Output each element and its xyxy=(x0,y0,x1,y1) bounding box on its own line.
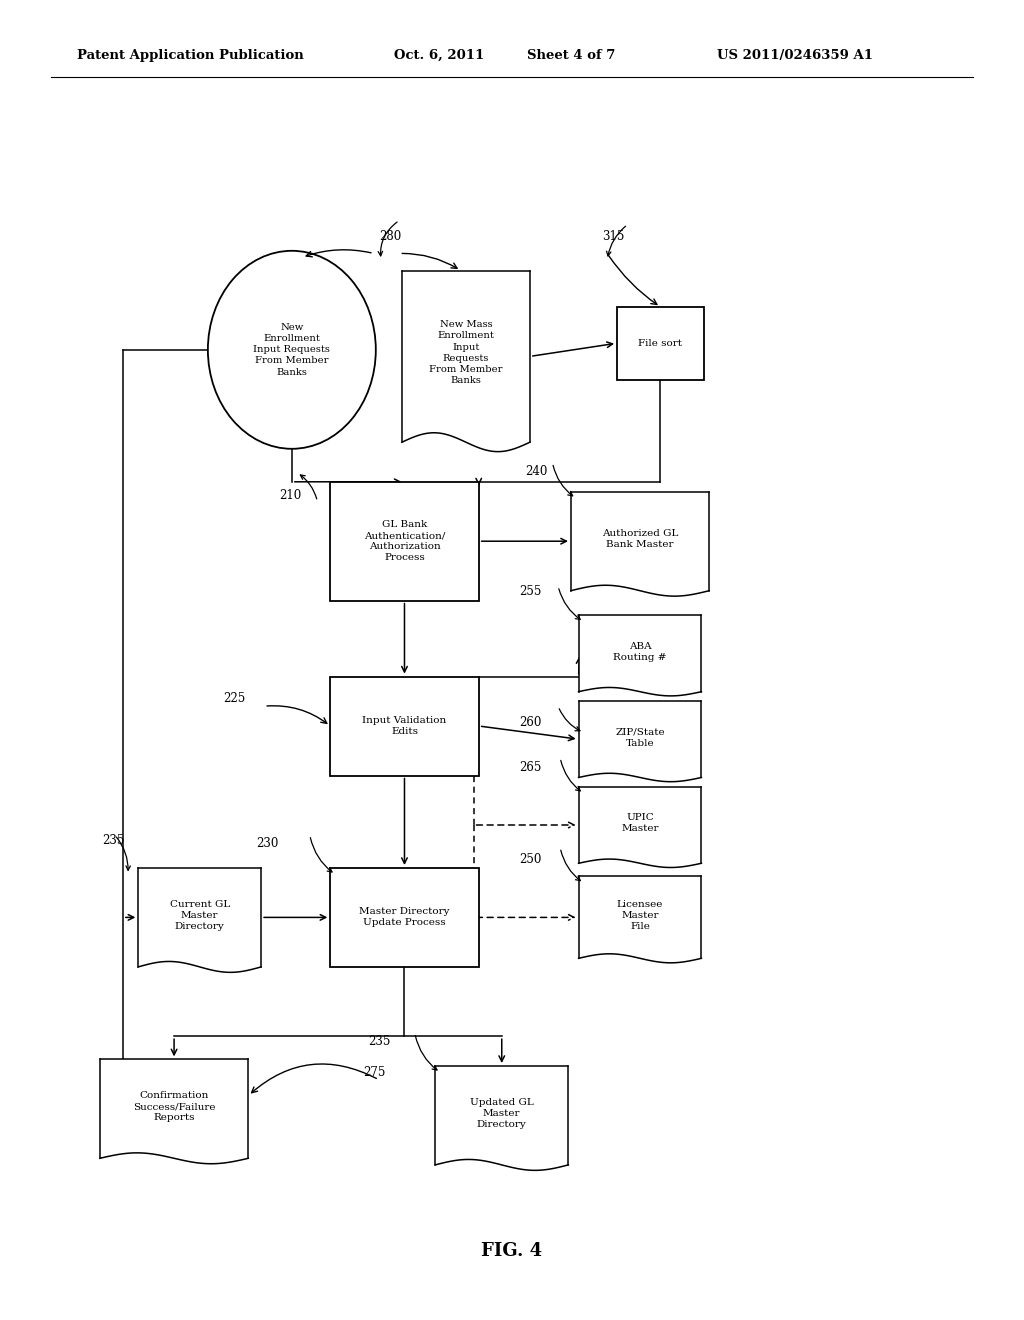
Text: New
Enrollment
Input Requests
From Member
Banks: New Enrollment Input Requests From Membe… xyxy=(253,323,331,376)
Bar xyxy=(579,787,701,863)
Text: Current GL
Master
Directory: Current GL Master Directory xyxy=(170,900,229,931)
Text: 230: 230 xyxy=(256,837,279,850)
Text: 250: 250 xyxy=(519,853,542,866)
Text: Updated GL
Master
Directory: Updated GL Master Directory xyxy=(470,1098,534,1129)
Text: UPIC
Master: UPIC Master xyxy=(622,813,658,833)
Text: Input Validation
Edits: Input Validation Edits xyxy=(362,715,446,737)
Text: 255: 255 xyxy=(519,585,542,598)
Text: 280: 280 xyxy=(379,230,401,243)
Text: ZIP/State
Table: ZIP/State Table xyxy=(615,727,665,747)
Bar xyxy=(330,676,479,776)
Bar xyxy=(330,482,479,601)
Text: US 2011/0246359 A1: US 2011/0246359 A1 xyxy=(717,49,872,62)
Text: Authorized GL
Bank Master: Authorized GL Bank Master xyxy=(602,529,678,549)
Text: 225: 225 xyxy=(223,692,246,705)
Text: Oct. 6, 2011: Oct. 6, 2011 xyxy=(394,49,484,62)
Bar xyxy=(435,1067,568,1166)
Text: GL Bank
Authentication/
Authorization
Process: GL Bank Authentication/ Authorization Pr… xyxy=(364,520,445,562)
Text: Sheet 4 of 7: Sheet 4 of 7 xyxy=(527,49,615,62)
Text: 210: 210 xyxy=(280,488,302,502)
Text: 240: 240 xyxy=(524,465,547,478)
Bar xyxy=(100,1059,248,1159)
Bar xyxy=(571,492,709,591)
Text: Licensee
Master
File: Licensee Master File xyxy=(616,900,664,931)
Bar xyxy=(616,306,705,380)
Text: Master Directory
Update Process: Master Directory Update Process xyxy=(359,907,450,928)
Text: Confirmation
Success/Failure
Reports: Confirmation Success/Failure Reports xyxy=(133,1092,215,1122)
Text: File sort: File sort xyxy=(639,339,682,347)
Bar xyxy=(579,876,701,958)
Bar xyxy=(401,271,530,442)
Text: 315: 315 xyxy=(602,230,625,243)
Text: FIG. 4: FIG. 4 xyxy=(481,1242,543,1261)
Ellipse shape xyxy=(208,251,376,449)
Bar xyxy=(138,869,261,966)
Text: Patent Application Publication: Patent Application Publication xyxy=(77,49,303,62)
Text: 235: 235 xyxy=(102,834,125,847)
Bar xyxy=(579,615,701,692)
Text: 265: 265 xyxy=(519,760,542,774)
Bar xyxy=(330,869,479,966)
Bar xyxy=(579,701,701,777)
Text: New Mass
Enrollment
Input
Requests
From Member
Banks: New Mass Enrollment Input Requests From … xyxy=(429,321,503,385)
Text: 260: 260 xyxy=(519,715,542,729)
Text: 275: 275 xyxy=(364,1065,386,1078)
Text: 235: 235 xyxy=(369,1035,391,1048)
Text: ABA
Routing #: ABA Routing # xyxy=(613,642,667,661)
